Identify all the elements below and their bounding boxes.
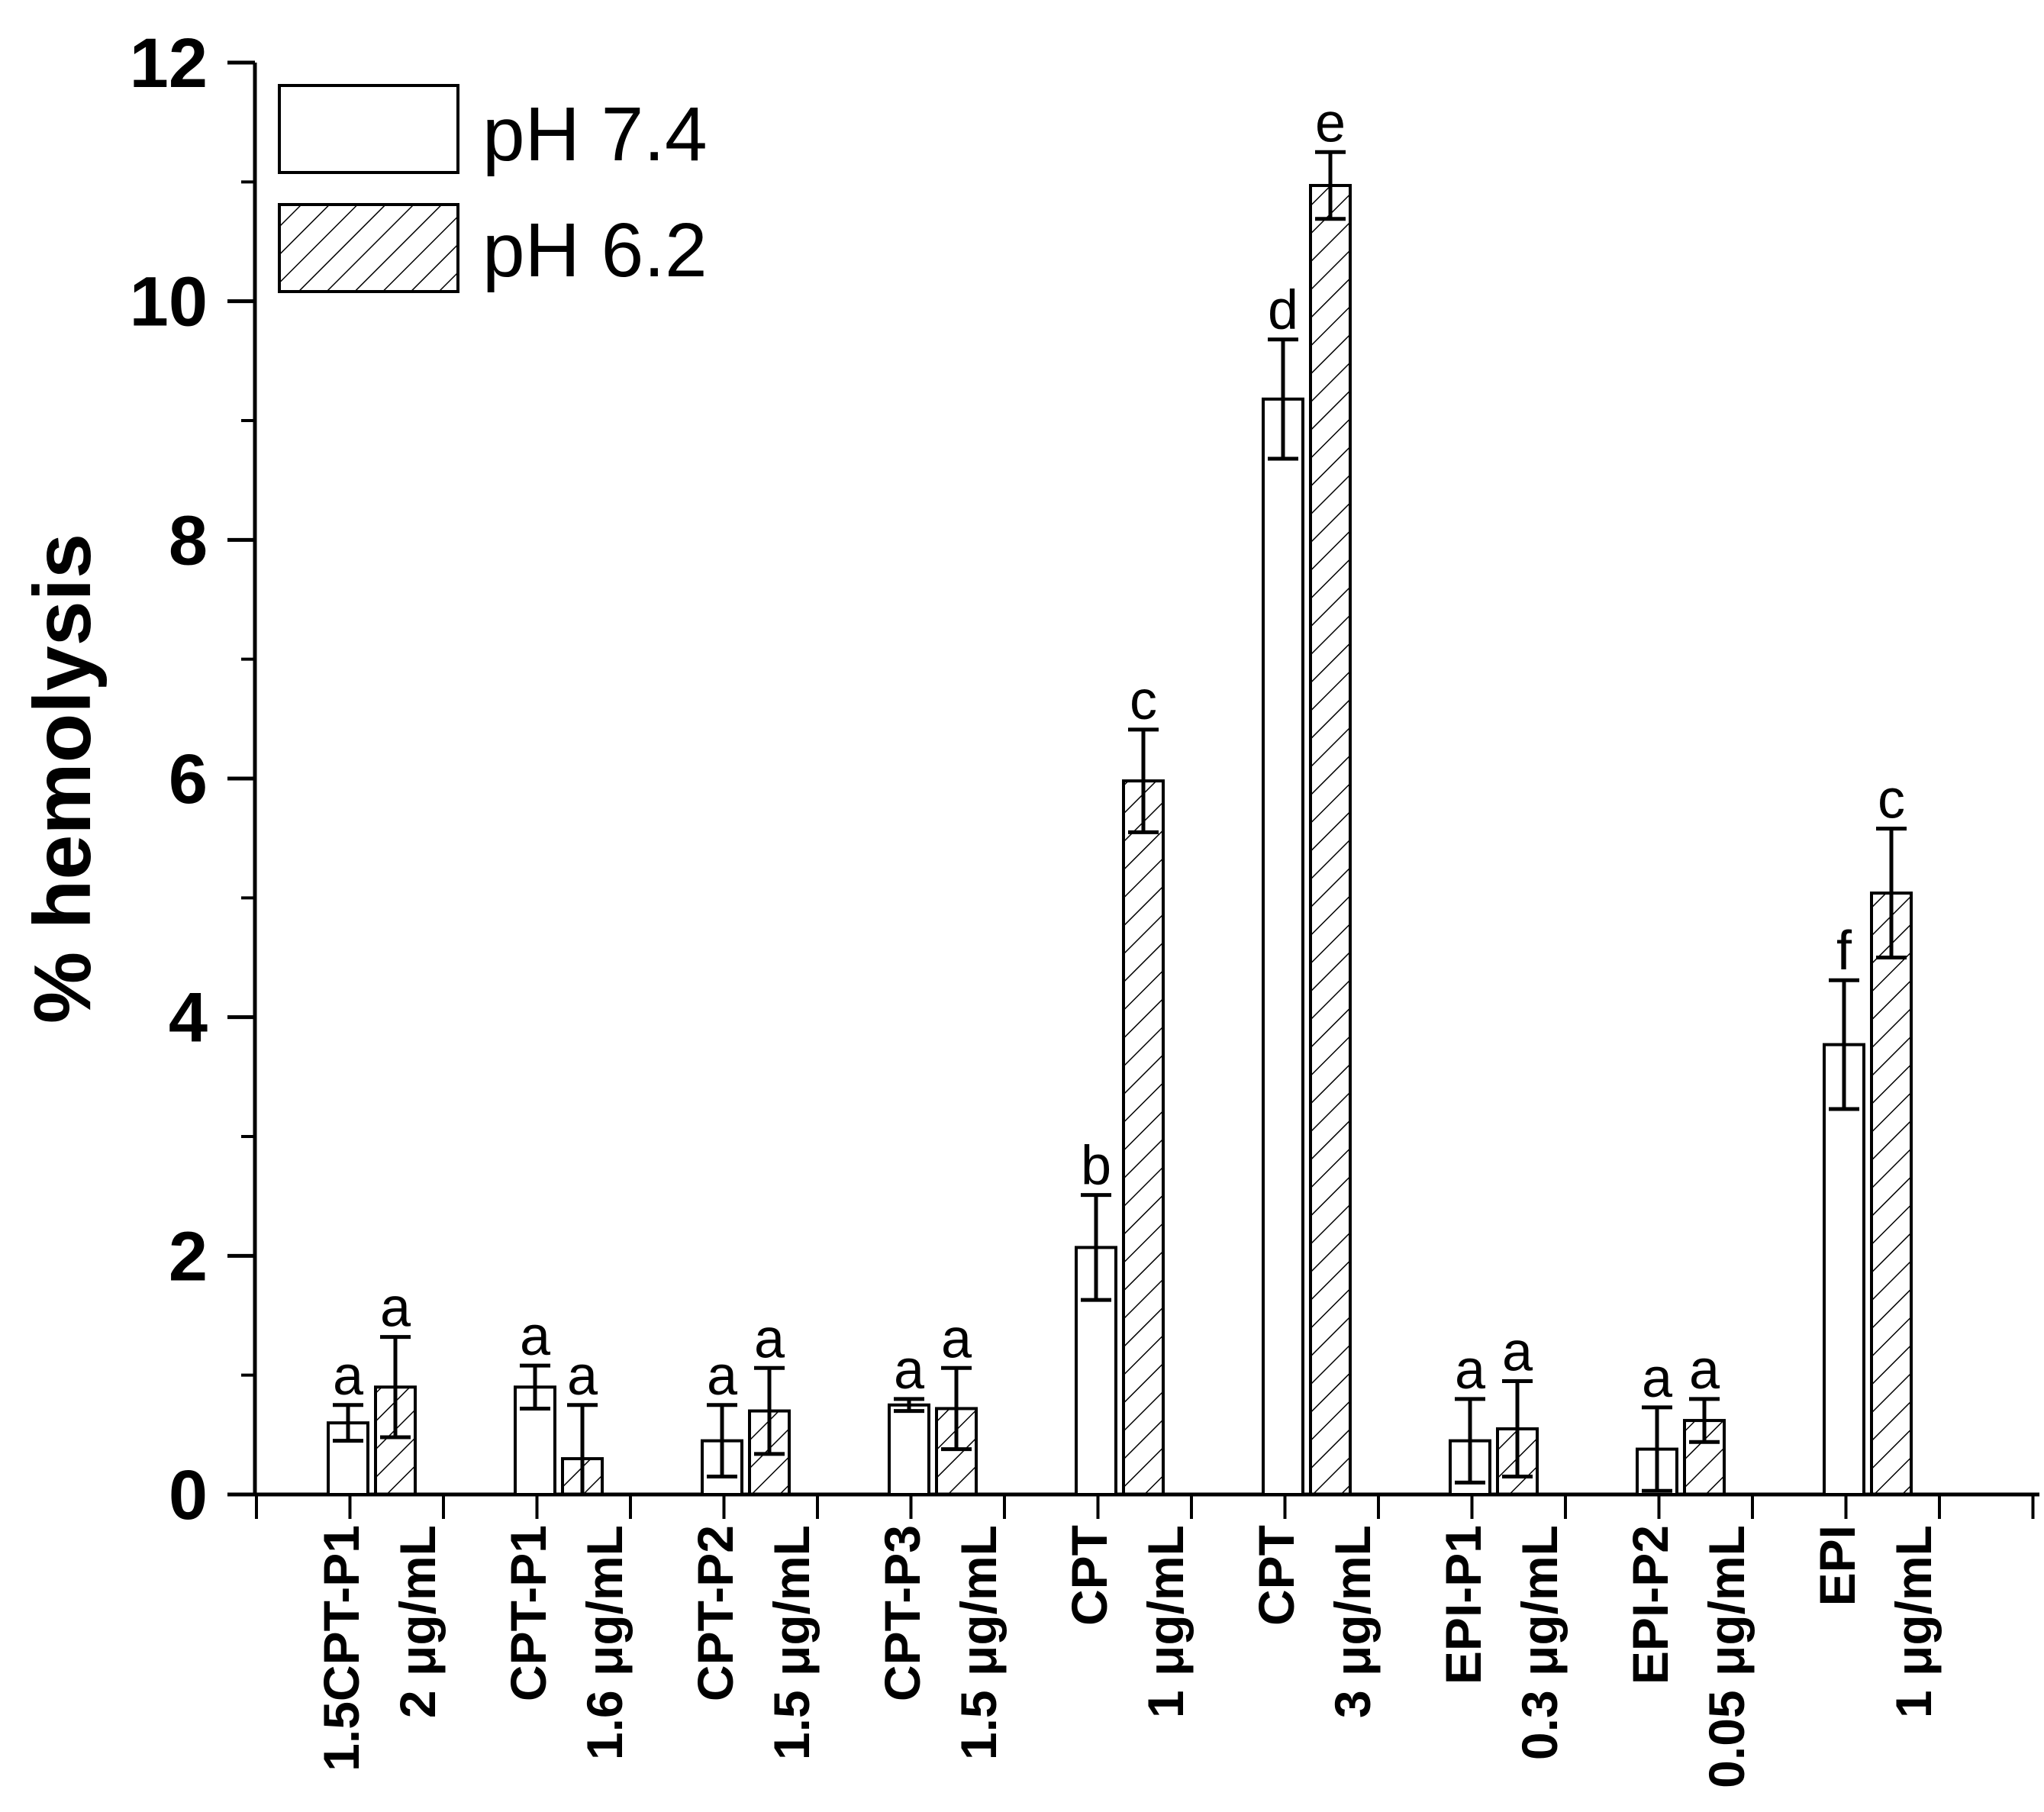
- significance-letter: a: [333, 1346, 364, 1407]
- category-conc-label: 0.3 μg/mL: [1511, 1525, 1568, 1760]
- bar-ph74: [888, 1403, 930, 1496]
- y-tick-label: 10: [130, 263, 208, 341]
- y-axis-title: % hemolysis: [18, 534, 108, 1024]
- y-tick-label: 2: [169, 1217, 208, 1295]
- significance-letter: a: [754, 1308, 785, 1369]
- legend-swatch-ph62: [278, 203, 459, 293]
- category-conc-label: 2 μg/mL: [389, 1525, 446, 1718]
- category-conc-label: 1 μg/mL: [1137, 1525, 1194, 1718]
- category-name-label: EPI: [1809, 1525, 1865, 1606]
- significance-letter: c: [1878, 769, 1905, 830]
- category-conc-label: 1.5 μg/mL: [763, 1525, 820, 1760]
- legend-label-ph74: pH 7.4: [482, 92, 708, 177]
- category-labels: 1.5CPT-P1 2 μg/mL CPT-P1 1.6 μg/mL CPT-P2 1.5…: [313, 1525, 1942, 1788]
- category-name-label: EPI-P1: [1435, 1525, 1491, 1685]
- category-name-label: CPT-P3: [874, 1525, 930, 1701]
- significance-letter: a: [1642, 1348, 1673, 1409]
- category-conc-label: 3 μg/mL: [1324, 1525, 1381, 1718]
- category-conc-label: 1.6 μg/mL: [576, 1525, 633, 1760]
- significance-letter: a: [707, 1346, 738, 1407]
- bar-ph74: [1823, 1043, 1865, 1496]
- significance-letter: e: [1315, 92, 1346, 153]
- legend: pH 7.4 pH 6.2: [278, 84, 708, 293]
- y-tick-label: 6: [169, 740, 208, 818]
- category-name-label: CPT-P1: [500, 1525, 556, 1701]
- legend-swatch-ph74: [278, 84, 459, 174]
- category-name-label: CPT: [1248, 1525, 1304, 1626]
- significance-letter: a: [941, 1308, 972, 1369]
- bar-ph74: [514, 1385, 556, 1497]
- significance-letter: a: [1502, 1321, 1533, 1382]
- bar-ph74: [1262, 397, 1304, 1496]
- axes: 0 2 4 6 8 10 12: [130, 24, 2039, 1534]
- y-ticks: 0 2 4 6 8 10 12: [130, 24, 255, 1534]
- category-name-label: CPT: [1061, 1525, 1117, 1626]
- significance-letter: b: [1081, 1136, 1111, 1197]
- y-tick-label: 12: [130, 24, 208, 102]
- significance-letter: a: [567, 1346, 598, 1407]
- bar-ph62: [1122, 779, 1165, 1496]
- significance-letter: a: [520, 1306, 551, 1367]
- bars: [327, 184, 1913, 1497]
- y-tick-label: 0: [169, 1456, 208, 1534]
- category-name-label: 1.5CPT-P1: [313, 1525, 369, 1772]
- significance-letter: c: [1130, 670, 1157, 731]
- bar-ph62: [1870, 891, 1913, 1496]
- category-name-label: CPT-P2: [687, 1525, 743, 1701]
- significance-letter: f: [1836, 921, 1852, 982]
- significance-letter: a: [1455, 1340, 1486, 1401]
- error-bars: [333, 150, 1907, 1497]
- y-tick-label: 8: [169, 501, 208, 579]
- category-name-label: EPI-P2: [1622, 1525, 1678, 1685]
- legend-label-ph62: pH 6.2: [482, 208, 708, 293]
- significance-letter: d: [1268, 280, 1298, 341]
- significance-letter: a: [380, 1278, 411, 1339]
- y-tick-label: 4: [169, 979, 208, 1057]
- significance-letter: a: [894, 1340, 925, 1401]
- significance-letter: a: [1689, 1340, 1720, 1401]
- category-conc-label: 1.5 μg/mL: [950, 1525, 1007, 1760]
- x-ticks: [255, 1494, 2035, 1519]
- bar-ph62: [1309, 184, 1352, 1497]
- category-conc-label: 0.05 μg/mL: [1698, 1525, 1755, 1788]
- category-conc-label: 1 μg/mL: [1885, 1525, 1942, 1718]
